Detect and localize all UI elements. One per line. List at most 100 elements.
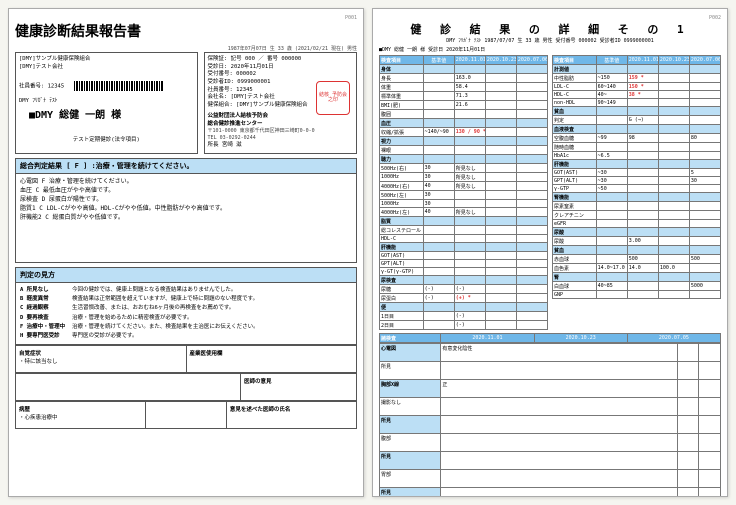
key-line: A 所見なし今回の健診では、健康上問題となる検査結果はありませんでした。 — [20, 286, 352, 294]
table-row: 収縮/拡張~140/~90130 / 90 * — [380, 128, 548, 137]
table-row: クレアチニン — [553, 211, 721, 220]
furigana: DMY ﾌﾘｶﾞﾅ ﾃｽﾄ — [19, 98, 194, 106]
judgment-line: 尿検査 D 尿蛋白が陽性です。 — [20, 195, 352, 204]
table-row: 計測値 — [553, 65, 721, 74]
table-row: 貧血 — [553, 107, 721, 116]
exam-row: 心電図有意変化陰性 — [380, 344, 721, 362]
insurer-name: [DMY]サンプル健康保険組合 — [19, 56, 194, 64]
report-title: 健康診断結果報告書 — [15, 21, 357, 41]
industrial-doctor-box: 産業医使用欄 — [187, 345, 358, 373]
issuer-box: 保険証: 記号 000 ／ 番号 000000 受診日: 2020年11月01日… — [204, 52, 357, 154]
table-row: LDL-C60~140150 * — [553, 83, 721, 91]
key-line: F 治療中・管理中治療・管理を続けてください。また、検査結果を主治医にお伝えくだ… — [20, 323, 352, 331]
company-name: [DMY]テスト会社 — [19, 64, 194, 72]
table-row: 赤血球500500 — [553, 255, 721, 264]
key-line: H 要専門医受診専門医の受診が必要です。 — [20, 332, 352, 340]
director-name: 所長 宮崎 滋 — [208, 142, 353, 150]
table-row: GPT(ALT)~3030 — [553, 177, 721, 185]
table-row: 尿糖(-)(-) — [380, 285, 548, 294]
table-row: 身長163.0 — [380, 74, 548, 83]
table-row: γ-GT(γ-GTP) — [380, 268, 548, 276]
judgment-line: 血圧 C 最低血圧がやや高値です。 — [20, 186, 352, 195]
exam-row: 所見 — [380, 416, 721, 434]
table-row: 裸眼 — [380, 146, 548, 155]
table-row: 中性脂肪~150159 * — [553, 74, 721, 83]
addressee-box: [DMY]サンプル健康保険組合 [DMY]テスト会社 社員番号: 12345 D… — [15, 52, 198, 154]
exam-header-row: 諸検査 2020.11.01 2020.10.23 2020.07.05 — [379, 333, 721, 343]
table-row: 脂質 — [380, 217, 548, 226]
table-row: 腎 — [553, 273, 721, 282]
table-row: HDL-C — [380, 235, 548, 243]
table-row: 白血球40~855000 — [553, 282, 721, 291]
table-row: 血液検査 — [553, 125, 721, 134]
detail-patient-name: ■DMY 総健 一朗 様 受診日 2020年11月01日 — [379, 46, 721, 53]
table-row: 便 — [380, 303, 548, 312]
table-row: 尿酸3.00 — [553, 237, 721, 246]
exam-row: 所見 — [380, 488, 721, 498]
table-row: 貧血 — [553, 246, 721, 255]
course-name: テスト定期健診(法令項目) — [19, 137, 194, 145]
table-row: HbA1c~6.5 — [553, 152, 721, 160]
key-line: D 要再検査治療・管理を始めるために精密検査が必要です。 — [20, 314, 352, 322]
judgment-line: 脂質1 C LDL-Cがやや高値。HDL-Cがやや低値。中性脂肪がやや高値です。 — [20, 204, 352, 213]
table-row: 血色素14.0~17.014.0100.0 — [553, 264, 721, 273]
table-row: GNP — [553, 291, 721, 299]
table-row: HDL-C40~38 * — [553, 91, 721, 99]
patient-summary-line: 1987年07月07日 生 33 歳 (2021/02/21 現在) 男性 — [15, 45, 357, 52]
table-row: 肝機能 — [380, 243, 548, 252]
key-line: C 経過観察生活習慣改善、または、おおむね6ヶ月後の再検査をお薦めです。 — [20, 304, 352, 312]
table-row: 尿酸 — [553, 228, 721, 237]
judgment-line: 心電図 F 治療・管理を続けてください。 — [20, 177, 352, 186]
table-row: γ-GTP~50 — [553, 185, 721, 193]
table-row: 空腹血糖~999880 — [553, 134, 721, 143]
table-row: 肝機能 — [553, 160, 721, 169]
overall-judgment-body: 心電図 F 治療・管理を続けてください。血圧 C 最低血圧がやや高値です。尿検査… — [15, 173, 357, 263]
table-row: 身体 — [380, 65, 548, 74]
doctor-opinion-box: 医師の意見 — [241, 373, 357, 401]
table-row: GOT(AST) — [380, 252, 548, 260]
table-row: 視力 — [380, 137, 548, 146]
detail-title: 健 診 結 果 の 詳 細 そ の 1 — [379, 21, 721, 37]
table-row: 尿検査 — [380, 276, 548, 285]
table-row: 尿素窒素 — [553, 202, 721, 211]
table-row: 1000Hz30 — [380, 200, 548, 208]
employee-no: 12345 — [48, 84, 65, 90]
overall-judgment-header: 総合判定結果 [ F ] :治療・管理を続けてください。 — [15, 158, 357, 173]
stamp-box-icon — [146, 401, 227, 429]
table-row: 判定G (→) — [553, 116, 721, 125]
table-row: GOT(AST)~305 — [553, 169, 721, 177]
report-page-2: P002 健 診 結 果 の 詳 細 そ の 1 DMY ﾌﾘｶﾞﾅ ﾃｽﾄ 1… — [372, 8, 728, 497]
employee-no-label: 社員番号: — [19, 84, 44, 90]
table-row: 500Hz(右)30所見なし — [380, 164, 548, 173]
barcode-icon — [74, 81, 164, 91]
table-row: 4000Hz(左)40所見なし — [380, 208, 548, 217]
results-table-left: 検査項目基準値2020.11.012020.10.232020.07.06身体身… — [379, 55, 548, 330]
exam-row: 所見 — [380, 362, 721, 380]
symptom-box: 自覚症状 ・特に該当なし — [15, 345, 187, 373]
table-row: 1000Hz30所見なし — [380, 173, 548, 182]
table-row: 腎機能 — [553, 193, 721, 202]
table-row: 4000Hz(右)40所見なし — [380, 182, 548, 191]
judgment-line: 肝機能2 C 総蛋白質がやや低値です。 — [20, 213, 352, 222]
table-row: 500Hz(左)30 — [380, 191, 548, 200]
table-row: 随時血糖 — [553, 143, 721, 152]
exam-row: 胸部X線正 — [380, 380, 721, 398]
key-line: B 軽度異常検査結果は正常範囲を超えていますが、健康上で特に問題のない程度です。 — [20, 295, 352, 303]
table-row: 血圧 — [380, 119, 548, 128]
table-row: BMI(肥)21.6 — [380, 101, 548, 110]
table-row: 1日目(-) — [380, 312, 548, 321]
empty-mid-box — [15, 373, 241, 401]
table-row: eGFR — [553, 220, 721, 228]
exam-table: 心電図有意変化陰性所見胸部X線正撮影なし所見腹部所見胃部所見内科診察C所見心雑音 — [379, 343, 721, 497]
table-row: 聴力 — [380, 155, 548, 164]
exam-row: 胃部 — [380, 470, 721, 488]
table-row: 総コレステロール — [380, 226, 548, 235]
table-row: 2日目(-) — [380, 321, 548, 330]
history-box: 病歴 ・心疾患治療中 — [15, 401, 146, 429]
results-table-right: 検査項目基準値2020.11.012020.10.232020.07.06計測値… — [552, 55, 721, 299]
exam-row: 所見 — [380, 452, 721, 470]
table-row: 尿蛋白(-)(+) * — [380, 294, 548, 303]
report-page-1: P001 健康診断結果報告書 1987年07月07日 生 33 歳 (2021/… — [8, 8, 364, 497]
table-row: 標準体重71.3 — [380, 92, 548, 101]
judgment-key-body: A 所見なし今回の健診では、健康上問題となる検査結果はありませんでした。B 軽度… — [15, 282, 357, 346]
